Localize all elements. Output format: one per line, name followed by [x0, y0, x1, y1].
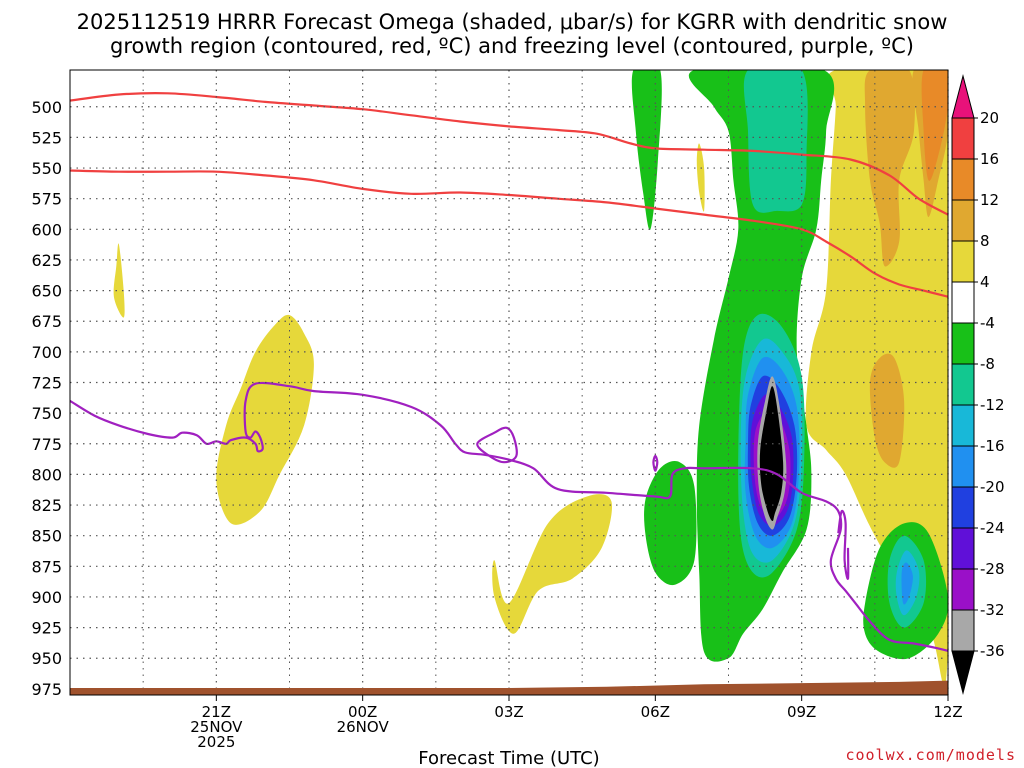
freezing-contour-blob1: [476, 426, 518, 464]
contour-layer: [70, 92, 948, 652]
y-tick-label-725: 725: [31, 374, 62, 393]
colorbar-label--4: -4: [980, 314, 995, 332]
colorbar-label--24: -24: [980, 519, 1005, 537]
omega-region-2: [492, 494, 613, 634]
omega-region-1: [216, 314, 314, 525]
x-tick-label-06Z-0: 06Z: [641, 703, 670, 721]
colorbar-label-8: 8: [980, 232, 990, 250]
colorbar-segment-2: [951, 199, 975, 242]
colorbar-segment-5: [951, 322, 975, 365]
x-tick-label-21Z-2: 2025: [197, 733, 235, 751]
omega-region-24: [759, 386, 784, 522]
y-tick-label-800: 800: [31, 465, 62, 484]
colorbar-label--12: -12: [980, 396, 1005, 414]
omega-region-9: [631, 70, 662, 230]
y-tick-label-650: 650: [31, 282, 62, 301]
gridlines: [70, 70, 949, 695]
colorbar-segment-12: [951, 609, 975, 652]
y-tick-label-975: 975: [31, 680, 62, 699]
colorbar-segment-8: [951, 445, 975, 488]
chart-title-line-1: 2025112519 HRRR Forecast Omega (shaded, …: [77, 10, 948, 34]
y-tick-label-675: 675: [31, 312, 62, 331]
colorbar-label--20: -20: [980, 478, 1005, 496]
freezing-contour-main: [70, 381, 948, 652]
y-tick-label-900: 900: [31, 588, 62, 607]
y-tick-label-550: 550: [31, 159, 62, 178]
colorbar-label-16: 16: [980, 150, 999, 168]
omega-region-19: [901, 562, 913, 605]
y-tick-label-775: 775: [31, 435, 62, 454]
y-tick-label-850: 850: [31, 527, 62, 546]
x-tick-label-21Z-1: 25NOV: [190, 718, 243, 736]
chart-title-line-2: growth region (contoured, red, ºC) and f…: [110, 34, 914, 58]
y-tick-label-575: 575: [31, 190, 62, 209]
freezing-contour-tiny: [652, 454, 659, 472]
x-tick-label-00Z-1: 26NOV: [337, 718, 390, 736]
colorbar-top-arrow: [951, 74, 975, 119]
colorbar-segment-10: [951, 527, 975, 570]
colorbar-segment-4: [951, 281, 975, 324]
colorbar-label--16: -16: [980, 437, 1005, 455]
x-tick-label-21Z-0: 21Z: [202, 703, 231, 721]
y-tick-label-825: 825: [31, 496, 62, 515]
x-tick-label-03Z-0: 03Z: [494, 703, 523, 721]
x-tick-label-00Z-0: 00Z: [348, 703, 377, 721]
colorbar-label-20: 20: [980, 109, 999, 127]
colorbar-segment-7: [951, 404, 975, 447]
y-tick-label-950: 950: [31, 649, 62, 668]
colorbar-segment-9: [951, 486, 975, 529]
colorbar-label--28: -28: [980, 560, 1005, 578]
x-axis-title: Forecast Time (UTC): [418, 748, 599, 768]
colorbar-label--36: -36: [980, 642, 1005, 660]
colorbar-label--32: -32: [980, 601, 1005, 619]
omega-region-11: [644, 460, 697, 586]
colorbar: 20 16 12 8 4 -4 -8 -12 -16 -20 -24 -28 -32 -36: [951, 74, 1005, 695]
freezing-contour-wiggle: [837, 509, 850, 580]
colorbar-segment-11: [951, 568, 975, 611]
colorbar-segment-6: [951, 363, 975, 406]
y-axis-pressure-labels: 500 525 550 575 600 625 650 675 700 725 750 775 800 8…: [31, 98, 62, 699]
y-tick-label-750: 750: [31, 404, 62, 423]
colorbar-label--8: -8: [980, 355, 995, 373]
omega-region-8: [921, 70, 948, 181]
y-tick-label-625: 625: [31, 251, 62, 270]
colorbar-segment-1: [951, 158, 975, 201]
colorbar-label-4: 4: [980, 273, 990, 291]
y-tick-label-500: 500: [31, 98, 62, 117]
colorbar-segment-0: [951, 117, 975, 160]
watermark: coolwx.com/models: [845, 746, 1016, 764]
x-tick-label-09Z-0: 09Z: [787, 703, 816, 721]
y-tick-label-600: 600: [31, 220, 62, 239]
y-tick-label-875: 875: [31, 557, 62, 576]
y-tick-label-525: 525: [31, 128, 62, 147]
x-tick-label-12Z-0: 12Z: [933, 703, 962, 721]
ground-layer: [70, 680, 948, 695]
omega-region-3: [696, 143, 705, 212]
y-tick-label-700: 700: [31, 343, 62, 362]
colorbar-label-12: 12: [980, 191, 999, 209]
ground-surface: [70, 680, 948, 695]
omega-region-0: [113, 243, 125, 318]
omega-region-13: [743, 70, 808, 213]
dgz-contour-upper: [70, 92, 948, 216]
omega-shading-layer: [113, 70, 948, 687]
colorbar-segment-3: [951, 240, 975, 283]
colorbar-bottom-arrow: [951, 650, 975, 695]
y-tick-label-925: 925: [31, 619, 62, 638]
